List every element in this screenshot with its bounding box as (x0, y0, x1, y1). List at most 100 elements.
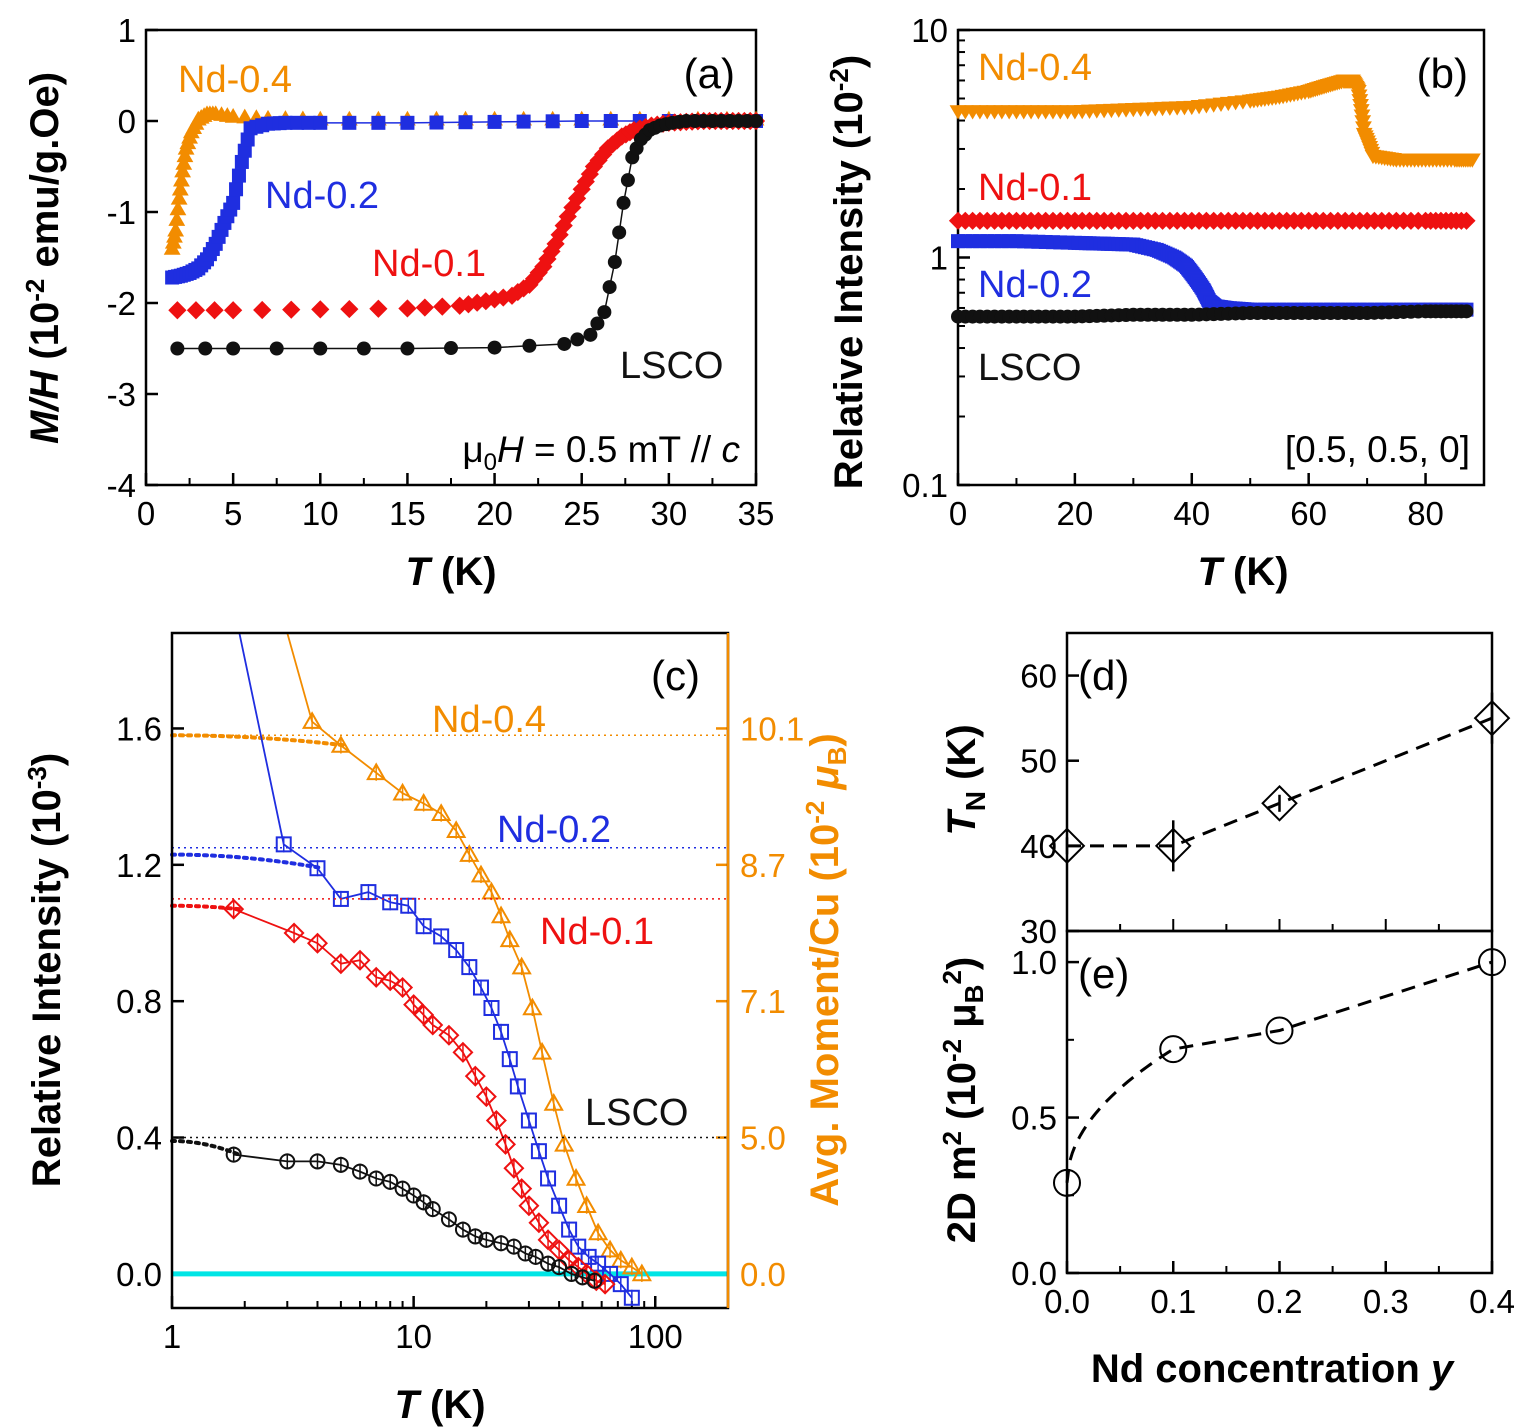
panel-a-label-nd04: Nd-0.4 (178, 59, 292, 101)
panel-b-label-nd01: Nd-0.1 (978, 167, 1092, 209)
panel-c-point (330, 953, 352, 975)
panel-a-field-annotation: μ0H = 0.5 mT // c (462, 429, 740, 476)
panel-c-point (438, 1024, 460, 1046)
panel-c-point (518, 1195, 540, 1217)
panel-a-point (502, 286, 522, 305)
panel-b-xtick-label: 80 (1407, 495, 1444, 532)
panel-a-point (602, 280, 617, 295)
panel-a-point (186, 301, 206, 320)
panel-c-point (621, 1256, 642, 1275)
panel-e-ytick-label: 0.5 (1011, 1100, 1057, 1137)
panel-a-point (174, 162, 191, 178)
panel-a-point (612, 225, 627, 240)
panel-b-ticks: 0 20 40 60 80 0.1 1 10 (902, 12, 1444, 532)
panel-a-point (487, 340, 502, 355)
panel-d-point (1048, 827, 1086, 865)
panel-a-xtick-label: 25 (563, 495, 600, 532)
panel-c-fit-curve (170, 852, 325, 871)
panel-a-point (342, 115, 357, 130)
panel-a-point (415, 298, 434, 317)
panel-c-point (490, 905, 512, 924)
panel-c-xtick-label: 1 (163, 1318, 181, 1355)
panel-c-point (505, 1238, 522, 1255)
panel-c-label-nd02: Nd-0.2 (497, 809, 611, 851)
panel-e-tag: (e) (1078, 950, 1129, 997)
panel-a-point (607, 255, 622, 270)
panel-c-series-line (233, 1153, 595, 1282)
panel-a-point (534, 257, 553, 276)
panel-b-ytick-label: 10 (911, 12, 948, 49)
panel-e-xtick-label: 0.4 (1469, 1283, 1515, 1320)
panel-c-point (448, 942, 465, 959)
panel-b-ytick-label: 1 (930, 240, 948, 277)
panel-c-point (459, 844, 480, 862)
panel-e-xtick-label: 0.1 (1150, 1283, 1196, 1320)
panel-c-ytick-label: 0.0 (116, 1256, 162, 1293)
panel-d-marks (1048, 692, 1511, 872)
panel-c-point (301, 711, 323, 729)
panel-a-xlabel: T (K) (405, 550, 496, 594)
panel-e-trend-line (1065, 960, 1493, 1184)
panel-a-point (570, 332, 585, 347)
panel-a-ytick-label: -4 (107, 467, 136, 504)
panel-c-point (576, 1195, 597, 1214)
panel-c-point (461, 959, 478, 976)
panel-a-point (567, 189, 587, 208)
panel-c-point (446, 820, 467, 839)
panel-a-xtick-label: 0 (137, 495, 155, 532)
panel-a-point (282, 300, 301, 319)
panel-e-xtick-label: 0.3 (1363, 1283, 1409, 1320)
panel-d-ytick-label: 50 (1020, 743, 1057, 780)
panel-c-point (554, 1133, 575, 1152)
panel-a-xtick-label: 20 (476, 495, 513, 532)
panel-a-point (590, 316, 605, 331)
panel-c-point (483, 1000, 500, 1016)
panel-c-label-lsco: LSCO (585, 1092, 688, 1134)
panel-c-point (403, 994, 425, 1016)
panel-a-point (224, 301, 243, 320)
panel-a-point (444, 341, 458, 356)
panel-c-point (565, 1168, 587, 1186)
panel-a-point (313, 115, 328, 130)
panel-a-point (398, 299, 417, 318)
panel-c-ticks: 1 10 100 0.0 0.4 0.8 1.2 1.6 0.0 5.0 7.1 8.7 10.1 (116, 710, 804, 1355)
panel-c-point (470, 864, 492, 883)
panel-c-ytick-label: 7.1 (740, 983, 786, 1020)
panel-a-point (508, 282, 527, 302)
panel-a-point (516, 114, 531, 129)
panel-b-series-lsco (951, 304, 1474, 324)
panel-c-point (540, 1170, 557, 1187)
panel-c-point (365, 966, 387, 988)
panel-c-ytick-label: 8.7 (740, 847, 786, 884)
panel-b-q-annotation: [0.5, 0.5, 0] (1285, 429, 1470, 470)
panel-a-point (170, 189, 188, 205)
panel-c-point (528, 1212, 550, 1234)
panel-c-point (330, 735, 352, 753)
panel-a-point (597, 305, 612, 320)
panel-a-point (167, 221, 185, 237)
panel-c-ytick-label: 1.6 (116, 710, 162, 747)
panel-e-ylabel: 2D m2 (10-2 μB2) (937, 957, 989, 1244)
panel-a-marks (163, 105, 766, 356)
panel-c-ytick-label: 0.4 (116, 1120, 162, 1157)
panel-c-point (509, 1078, 526, 1095)
panel-c-ytick-label: 0.0 (740, 1256, 786, 1293)
panel-a-point (173, 171, 190, 187)
panel-a-point (231, 168, 246, 183)
panel-a-ticks: 0 5 10 15 20 25 30 35 -4 -3 -2 -1 0 1 (107, 12, 775, 532)
panel-b-series-nd01 (948, 211, 1476, 230)
panel-a-point (226, 341, 241, 356)
panel-d-trend-line (1067, 716, 1493, 848)
panel-a-xtick-label: 15 (389, 495, 426, 532)
panel-a-point (224, 108, 242, 123)
panel-c-fit-curve (170, 1138, 241, 1157)
panel-a-point (240, 132, 255, 147)
panel-c-point (382, 894, 399, 911)
panel-b-point (1457, 211, 1476, 230)
panel-a-ytick-label: 0 (118, 103, 136, 140)
panel-b-point (1459, 304, 1474, 319)
panel-a-point (253, 300, 272, 320)
panel-a-point (169, 200, 187, 216)
panel-c-point (279, 1153, 296, 1170)
panel-d-ytick-label: 60 (1020, 658, 1057, 695)
